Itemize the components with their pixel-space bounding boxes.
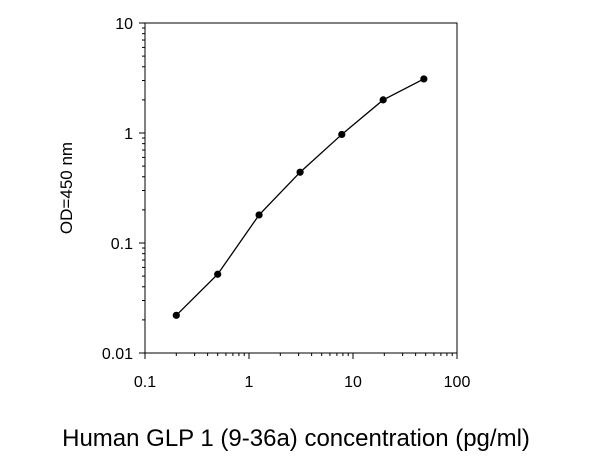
data-point [338, 130, 346, 139]
x-tick-label: 10 [344, 374, 362, 391]
y-tick-label: 0.1 [111, 236, 133, 253]
y-axis: 0.01 0.1 1 10 [102, 16, 145, 363]
data-point [420, 75, 428, 83]
series-line [175, 78, 425, 316]
data-point [172, 311, 180, 319]
x-tick-label: 100 [444, 374, 471, 391]
x-axis: 0.1 1 10 100 [134, 353, 471, 391]
y-tick-label: 0.01 [102, 346, 133, 363]
y-axis-title: OD=450 nm [57, 142, 76, 234]
x-tick-label: 1 [245, 374, 254, 391]
data-point [214, 270, 222, 278]
data-point [255, 211, 263, 219]
data-point [379, 96, 387, 104]
y-tick-label: 10 [115, 16, 133, 33]
x-axis-title: Human GLP 1 (9-36a) concentration (pg/ml… [62, 425, 530, 452]
data-point [296, 168, 304, 176]
y-tick-label: 1 [124, 126, 133, 143]
series-layer [172, 75, 428, 319]
x-tick-label: 0.1 [134, 374, 156, 391]
plot-area-frame [144, 22, 458, 354]
